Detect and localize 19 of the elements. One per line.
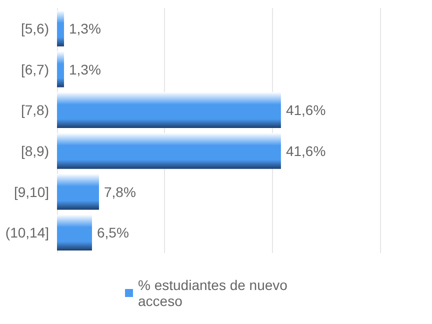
y-tick-label: [5,6) [20, 20, 49, 36]
y-tick-label: [6,7) [20, 61, 49, 78]
data-label: 6,5% [96, 224, 129, 241]
y-tick-label: [9,10] [14, 184, 49, 200]
bar [57, 51, 64, 88]
data-label: 41,6% [286, 142, 326, 159]
data-label: 1,3% [69, 61, 101, 78]
bar [57, 92, 281, 128]
bar [57, 132, 281, 169]
legend-label: % estudiantes de nuevo acceso [138, 277, 292, 309]
bar [57, 174, 99, 210]
y-tick-label: [8,9) [20, 142, 49, 159]
data-label: 41,6% [286, 102, 326, 118]
y-tick-label: (10,14] [5, 224, 49, 241]
y-tick-label: [7,8) [20, 102, 49, 118]
data-label: 7,8% [104, 184, 136, 200]
bar [57, 10, 64, 46]
bar [57, 214, 92, 251]
data-label: 1,3% [69, 20, 101, 36]
